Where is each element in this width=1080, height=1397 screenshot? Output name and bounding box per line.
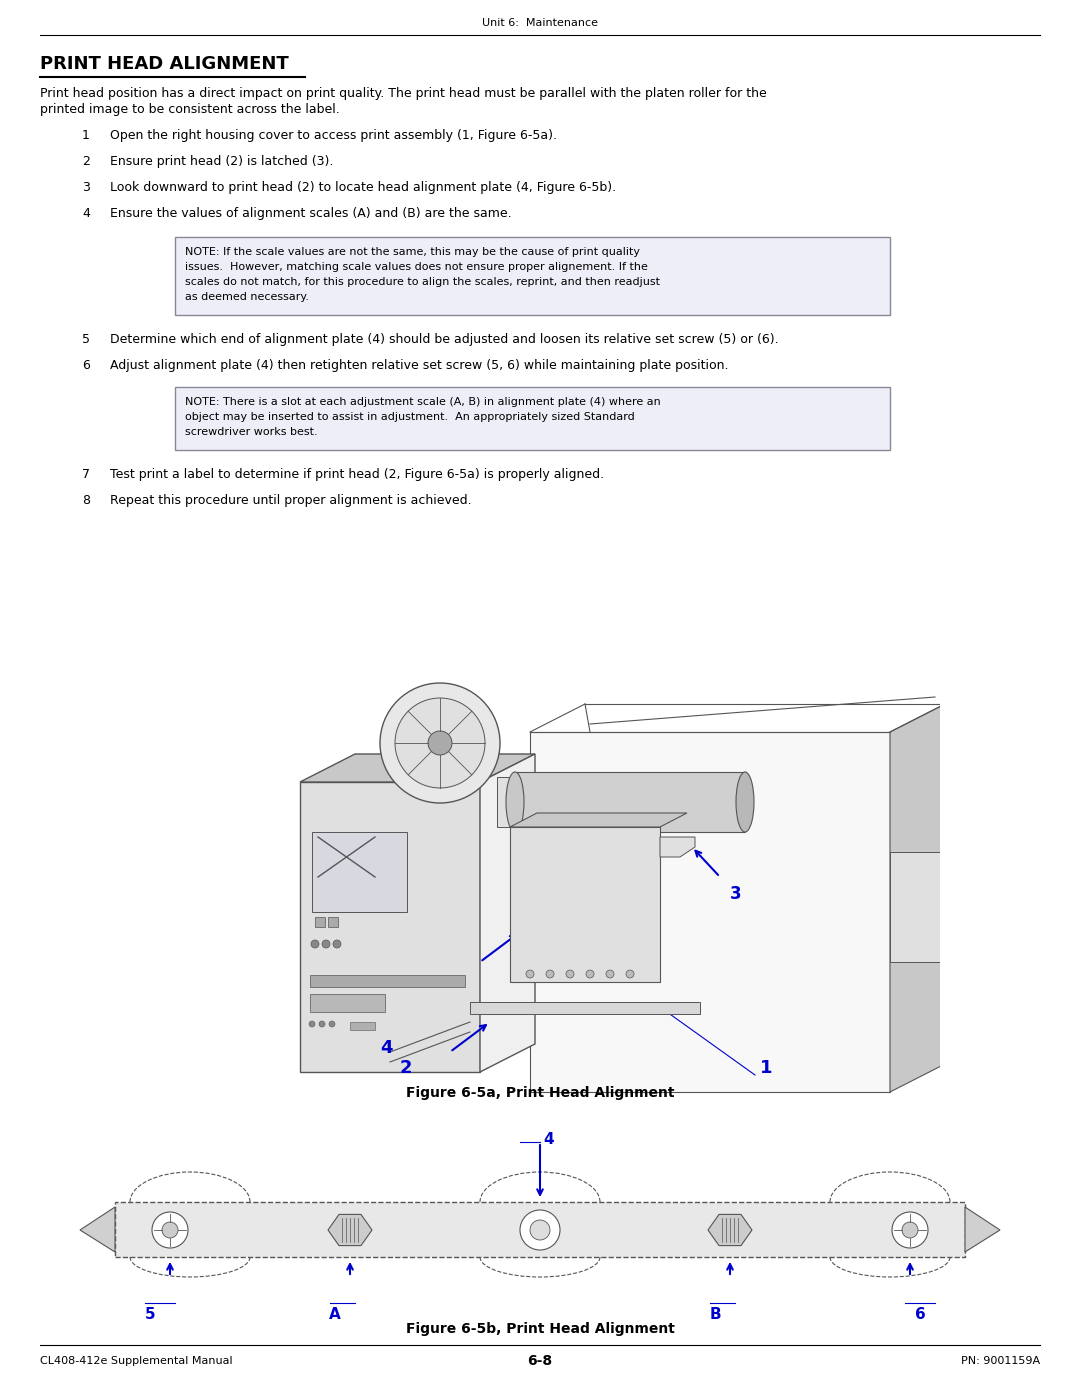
Circle shape bbox=[395, 698, 485, 788]
Circle shape bbox=[902, 1222, 918, 1238]
Circle shape bbox=[152, 1213, 188, 1248]
Text: B: B bbox=[710, 1308, 720, 1322]
Circle shape bbox=[380, 683, 500, 803]
Bar bbox=[312, 833, 407, 912]
Text: CL408-412e Supplemental Manual: CL408-412e Supplemental Manual bbox=[40, 1356, 232, 1366]
Polygon shape bbox=[480, 754, 535, 1071]
Text: Look downward to print head (2) to locate head alignment plate (4, Figure 6-5b).: Look downward to print head (2) to locat… bbox=[110, 182, 616, 194]
Text: NOTE: If the scale values are not the same, this may be the cause of print quali: NOTE: If the scale values are not the sa… bbox=[185, 247, 640, 257]
Bar bbox=[515, 773, 745, 833]
Text: screwdriver works best.: screwdriver works best. bbox=[185, 427, 318, 437]
Text: 6: 6 bbox=[82, 359, 90, 372]
Text: issues.  However, matching scale values does not ensure proper alignement. If th: issues. However, matching scale values d… bbox=[185, 263, 648, 272]
Circle shape bbox=[626, 970, 634, 978]
Text: 6: 6 bbox=[915, 1308, 926, 1322]
Text: Ensure the values of alignment scales (A) and (B) are the same.: Ensure the values of alignment scales (A… bbox=[110, 207, 512, 219]
Text: Adjust alignment plate (4) then retighten relative set screw (5, 6) while mainta: Adjust alignment plate (4) then retighte… bbox=[110, 359, 729, 372]
Text: 3: 3 bbox=[730, 886, 742, 902]
Circle shape bbox=[333, 940, 341, 949]
Text: Figure 6-5a, Print Head Alignment: Figure 6-5a, Print Head Alignment bbox=[406, 1085, 674, 1099]
Circle shape bbox=[309, 1021, 315, 1027]
Circle shape bbox=[311, 940, 319, 949]
Bar bbox=[470, 1002, 700, 1014]
Circle shape bbox=[329, 1021, 335, 1027]
Text: as deemed necessary.: as deemed necessary. bbox=[185, 292, 309, 302]
Circle shape bbox=[322, 940, 330, 949]
Bar bbox=[510, 827, 660, 982]
Text: Unit 6:  Maintenance: Unit 6: Maintenance bbox=[482, 18, 598, 28]
Circle shape bbox=[546, 970, 554, 978]
Polygon shape bbox=[660, 837, 696, 856]
Text: 4: 4 bbox=[82, 207, 90, 219]
Text: object may be inserted to assist in adjustment.  An appropriately sized Standard: object may be inserted to assist in adju… bbox=[185, 412, 635, 422]
Circle shape bbox=[530, 1220, 550, 1241]
Text: 5: 5 bbox=[82, 332, 90, 346]
Ellipse shape bbox=[507, 773, 524, 833]
Text: 5: 5 bbox=[145, 1308, 156, 1322]
Circle shape bbox=[606, 970, 615, 978]
Text: Open the right housing cover to access print assembly (1, Figure 6-5a).: Open the right housing cover to access p… bbox=[110, 129, 557, 142]
Bar bbox=[114, 1201, 966, 1257]
Circle shape bbox=[319, 1021, 325, 1027]
Bar bbox=[530, 732, 890, 1092]
Text: PN: 9001159A: PN: 9001159A bbox=[961, 1356, 1040, 1366]
Bar bbox=[315, 916, 325, 928]
Text: 2: 2 bbox=[82, 155, 90, 168]
Text: PRINT HEAD ALIGNMENT: PRINT HEAD ALIGNMENT bbox=[40, 54, 288, 73]
Circle shape bbox=[428, 731, 453, 754]
Circle shape bbox=[162, 1222, 178, 1238]
FancyBboxPatch shape bbox=[175, 237, 890, 314]
Text: Print head position has a direct impact on print quality. The print head must be: Print head position has a direct impact … bbox=[40, 87, 767, 101]
Text: 1: 1 bbox=[760, 1059, 772, 1077]
Polygon shape bbox=[890, 704, 945, 1092]
Polygon shape bbox=[80, 1207, 114, 1252]
Text: Determine which end of alignment plate (4) should be adjusted and loosen its rel: Determine which end of alignment plate (… bbox=[110, 332, 779, 346]
Text: A: A bbox=[329, 1308, 341, 1322]
Text: 8: 8 bbox=[82, 495, 90, 507]
Circle shape bbox=[519, 1210, 561, 1250]
Polygon shape bbox=[966, 1207, 1000, 1252]
Polygon shape bbox=[300, 754, 535, 782]
FancyBboxPatch shape bbox=[175, 387, 890, 450]
Circle shape bbox=[892, 1213, 928, 1248]
Bar bbox=[890, 852, 955, 963]
Polygon shape bbox=[708, 1214, 752, 1246]
Text: 2: 2 bbox=[400, 1059, 413, 1077]
Text: Repeat this procedure until proper alignment is achieved.: Repeat this procedure until proper align… bbox=[110, 495, 472, 507]
Text: scales do not match, for this procedure to align the scales, reprint, and then r: scales do not match, for this procedure … bbox=[185, 277, 660, 286]
Bar bbox=[497, 777, 515, 827]
Text: 7: 7 bbox=[82, 468, 90, 481]
Bar bbox=[300, 782, 480, 1071]
Polygon shape bbox=[328, 1214, 372, 1246]
Text: 6-8: 6-8 bbox=[527, 1354, 553, 1368]
Circle shape bbox=[586, 970, 594, 978]
Text: 3: 3 bbox=[82, 182, 90, 194]
Text: 4: 4 bbox=[380, 1039, 392, 1058]
Circle shape bbox=[566, 970, 573, 978]
Text: 1: 1 bbox=[82, 129, 90, 142]
Polygon shape bbox=[510, 813, 687, 827]
Text: Figure 6-5b, Print Head Alignment: Figure 6-5b, Print Head Alignment bbox=[406, 1322, 674, 1336]
Text: Ensure print head (2) is latched (3).: Ensure print head (2) is latched (3). bbox=[110, 155, 334, 168]
Bar bbox=[328, 916, 338, 928]
Text: 4: 4 bbox=[543, 1132, 554, 1147]
Text: Test print a label to determine if print head (2, Figure 6-5a) is properly align: Test print a label to determine if print… bbox=[110, 468, 604, 481]
Bar bbox=[310, 975, 465, 988]
Bar bbox=[350, 1023, 375, 1030]
Text: printed image to be consistent across the label.: printed image to be consistent across th… bbox=[40, 103, 340, 116]
Bar bbox=[310, 995, 384, 1011]
Ellipse shape bbox=[735, 773, 754, 833]
Polygon shape bbox=[955, 824, 1010, 963]
Text: NOTE: There is a slot at each adjustment scale (A, B) in alignment plate (4) whe: NOTE: There is a slot at each adjustment… bbox=[185, 397, 661, 407]
Circle shape bbox=[526, 970, 534, 978]
